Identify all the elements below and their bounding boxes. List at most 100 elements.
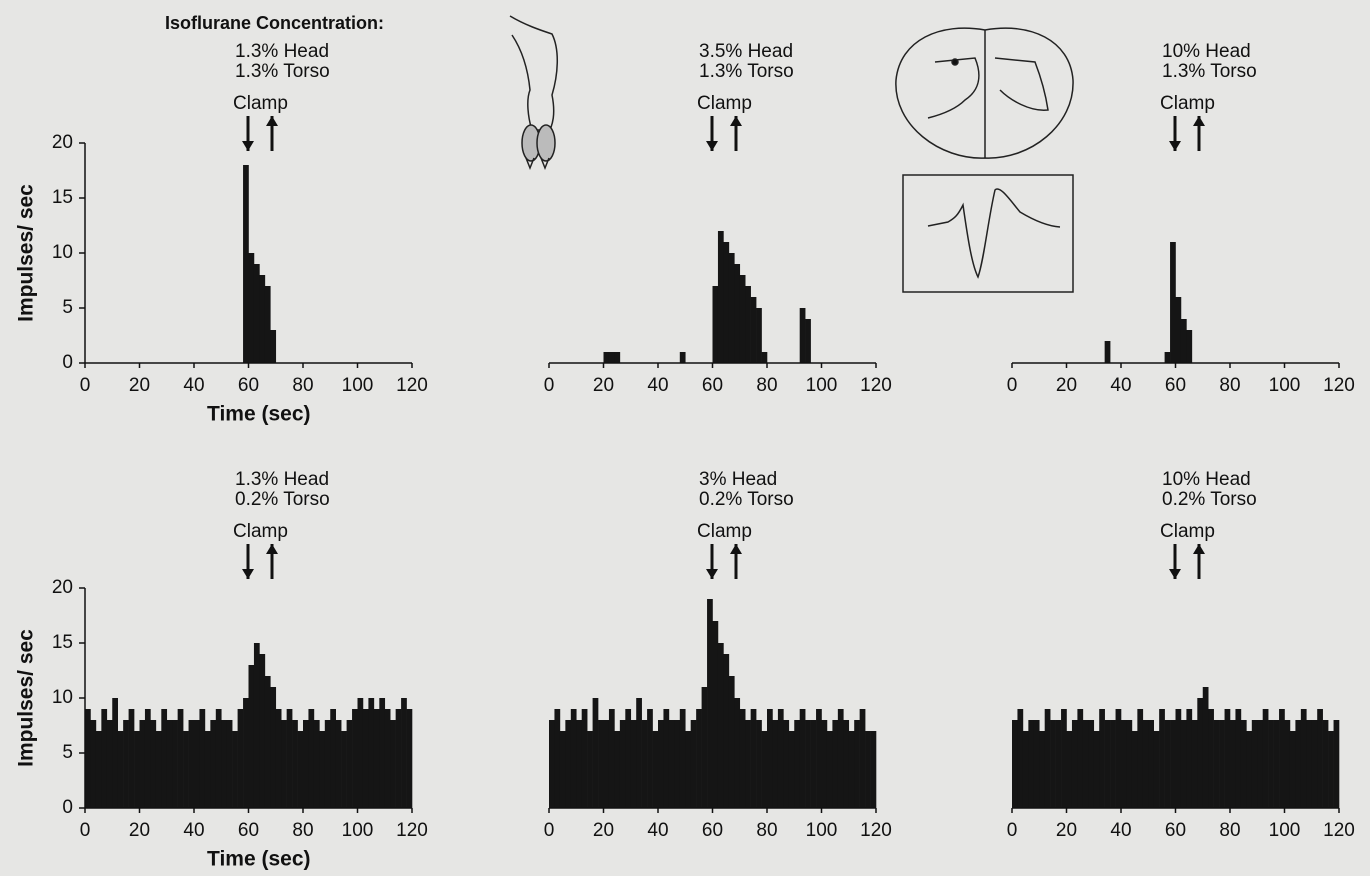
histogram-bar [685,731,691,808]
histogram-bar [859,709,866,808]
x-tick-label: 120 [396,375,428,396]
histogram-bar [1273,720,1280,808]
y-axis-title: Impulses/ sec [15,629,38,767]
histogram-bar [232,731,238,808]
histogram-bar [243,698,249,808]
histogram-bar [734,264,741,363]
histogram-bar [739,709,746,808]
x-tick-label: 0 [1007,375,1018,396]
x-tick-label: 120 [860,820,892,841]
histogram-bar [90,720,97,808]
histogram-bar [587,731,593,808]
y-tick-label: 0 [62,352,73,373]
histogram-bar [248,665,255,808]
histogram-bar [194,720,200,808]
histogram-bar [805,720,811,808]
histogram-bar [1121,720,1127,808]
histogram-bar [259,275,266,363]
histogram-bar [614,731,621,808]
histogram-bar [330,709,336,808]
spinal-cord-illustration [895,27,1074,159]
histogram-bar [777,709,784,808]
x-tick-label: 80 [292,820,313,841]
histogram-bar [1191,720,1198,808]
histogram-bar [717,231,724,363]
histogram-bar [313,720,320,808]
x-tick-label: 100 [342,375,374,396]
x-tick-label: 60 [1165,375,1186,396]
histogram-bar [581,709,588,808]
histogram-bar [1071,720,1078,808]
histogram-bar [1082,720,1089,808]
x-tick-label: 0 [544,820,555,841]
concentration-label: 0.2% Torso [235,489,330,510]
histogram-bar [723,654,730,808]
y-tick-label: 20 [52,577,73,598]
x-tick-label: 60 [702,820,723,841]
histogram-bar [368,698,375,808]
y-tick-label: 15 [52,632,73,653]
histogram-bar [712,621,719,808]
x-tick-label: 80 [1219,375,1240,396]
histogram-bar [270,330,277,363]
histogram-bar [1131,731,1138,808]
x-tick-label: 40 [647,375,668,396]
histogram-bar [1175,297,1182,363]
histogram-bar [237,709,244,808]
histogram-bar [1251,720,1258,808]
histogram-bar [253,643,260,808]
histogram-bar [1088,720,1095,808]
histogram-bar [1230,720,1236,808]
histogram-bar [275,709,282,808]
histogram-bar [204,731,211,808]
histogram-bar [1115,709,1122,808]
histogram-bar [745,286,751,363]
histogram-bar [1262,709,1269,808]
x-tick-label: 0 [544,375,555,396]
clamp-off-arrow-head [730,544,742,554]
histogram-bar [1208,709,1214,808]
y-tick-label: 5 [62,742,73,763]
y-tick-label: 10 [52,242,73,263]
histogram-bar [679,352,686,363]
histogram-bar [723,242,730,363]
histogram-bar [1240,720,1247,808]
histogram-bar [1050,720,1056,808]
histogram-bar [696,709,702,808]
concentration-label: 1.3% Head [235,469,329,490]
histogram-bar [826,731,833,808]
histogram-bar [1235,709,1242,808]
histogram-bar [652,731,659,808]
concentration-label: 10% Head [1162,41,1251,62]
x-tick-label: 40 [1110,375,1131,396]
histogram-bar [281,720,287,808]
histogram-bar [1164,720,1171,808]
histogram-bar [166,720,173,808]
histogram-bar [816,709,822,808]
histogram-bar [1142,720,1149,808]
x-tick-label: 20 [1056,820,1077,841]
concentration-label: 1.3% Torso [1162,61,1257,82]
histogram-bar [821,720,828,808]
histogram-bar [161,709,168,808]
histogram-bar [226,720,233,808]
histogram-bar [1137,709,1144,808]
clamp-off-arrow-head [1193,116,1205,126]
histogram-bar [1180,319,1187,363]
histogram-bar [199,709,206,808]
histogram-bar [373,709,380,808]
histogram-bar [690,720,697,808]
clamp-on-arrow-head [706,141,718,151]
histogram-bar [215,709,222,808]
histogram-bar [1055,720,1062,808]
histogram-bar [1099,709,1105,808]
histogram-bar [1175,709,1182,808]
histogram-bar [357,698,364,808]
histogram-bar [848,731,855,808]
histogram-bar [1180,720,1187,808]
histogram-bar [188,720,195,808]
histogram-bar [1028,720,1035,808]
concentration-label: 0.2% Torso [1162,489,1257,510]
x-tick-label: 100 [1269,820,1301,841]
histogram-bar [750,297,757,363]
